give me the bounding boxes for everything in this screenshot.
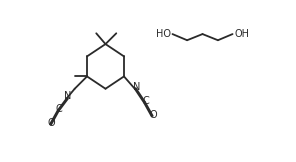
Text: OH: OH: [234, 29, 249, 39]
Text: HO: HO: [156, 29, 171, 39]
Text: C: C: [55, 104, 62, 114]
Text: N: N: [133, 82, 140, 92]
Text: O: O: [149, 110, 157, 120]
Text: N: N: [64, 91, 71, 101]
Text: C: C: [142, 96, 149, 106]
Text: O: O: [47, 118, 55, 128]
